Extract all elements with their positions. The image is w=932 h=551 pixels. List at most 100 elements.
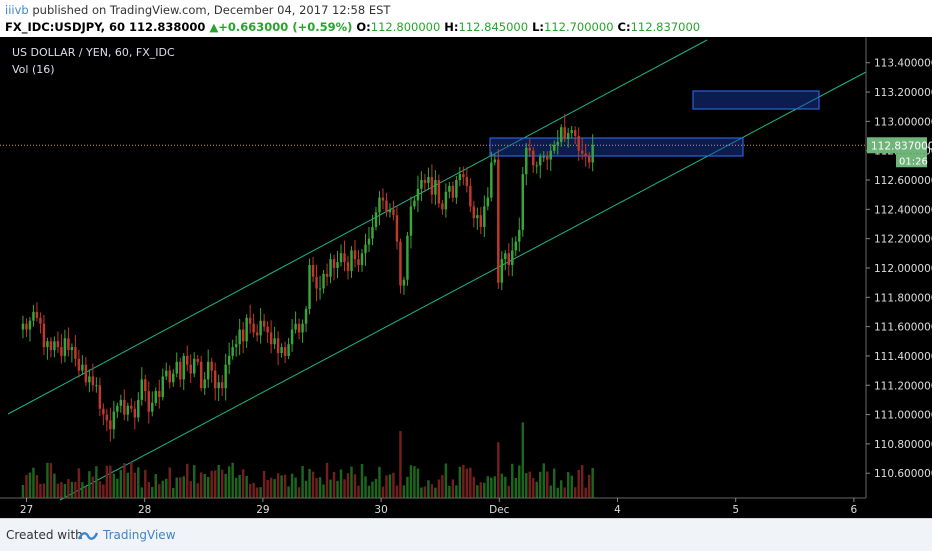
candle-body — [213, 370, 217, 389]
volume-bar — [573, 487, 577, 498]
volume-bar — [528, 471, 531, 498]
volume-bar — [371, 481, 374, 498]
volume-bar — [273, 479, 276, 498]
volume-bar — [308, 468, 311, 498]
volume-bar — [144, 469, 147, 498]
volume-bar — [266, 480, 269, 498]
volume-bar — [472, 476, 476, 498]
volume-bar — [210, 470, 213, 498]
candle-body — [437, 180, 441, 204]
volume-bar — [91, 476, 95, 498]
volume-bar — [168, 467, 171, 498]
volume-bar — [283, 474, 287, 498]
volume-bar — [53, 473, 56, 498]
y-tick-label: 112.400000 — [874, 204, 932, 216]
author-link[interactable]: iiivb — [5, 3, 29, 17]
tradingview-logo-icon[interactable] — [78, 528, 98, 542]
candle-body — [416, 188, 420, 201]
candle-body — [199, 361, 203, 389]
candle-body — [192, 358, 196, 374]
volume-bar — [448, 485, 451, 498]
volume-bar — [56, 483, 60, 498]
candle-body — [350, 250, 353, 271]
volume-bar — [151, 487, 154, 498]
candles — [21, 114, 594, 442]
candle-body — [280, 347, 283, 353]
candle-body — [98, 385, 102, 409]
candle-body — [430, 177, 434, 195]
volume-bar — [360, 464, 364, 498]
candle-body — [56, 341, 60, 348]
volume-bar — [158, 484, 161, 498]
last-price: 112.838000 — [129, 20, 206, 34]
candle-body — [294, 323, 297, 330]
volume-bar — [234, 477, 238, 498]
candle-body — [35, 311, 39, 318]
volume-bar — [580, 465, 584, 498]
support-zone-rect — [489, 137, 744, 157]
volume-bar — [329, 479, 332, 498]
low-value: 112.700000 — [544, 20, 614, 34]
candle-body — [385, 200, 388, 213]
candle-body — [287, 344, 290, 356]
volume-bar — [21, 484, 25, 498]
volume-bar — [378, 466, 381, 498]
x-tick-label: 27 — [20, 504, 33, 516]
volume-bar — [332, 471, 336, 498]
volume-bar — [451, 479, 455, 498]
candle-body — [241, 329, 245, 342]
candle-body — [165, 370, 168, 377]
volume-bar — [374, 478, 378, 498]
candle-body — [70, 347, 74, 351]
volume-bar — [137, 467, 140, 498]
tradingview-link[interactable]: TradingView — [103, 528, 176, 542]
volume-bar — [364, 476, 367, 498]
volume-bar — [116, 478, 119, 498]
candle-body — [81, 364, 84, 371]
volume-bar — [88, 471, 91, 498]
volume-bar — [262, 470, 266, 498]
candle-body — [504, 253, 507, 260]
candle-body — [42, 323, 46, 348]
volume-label: Vol (16) — [12, 63, 55, 76]
candle-body — [451, 185, 455, 198]
candle-body — [151, 402, 154, 412]
y-tick-label: 111.800000 — [874, 292, 932, 304]
volume-bar — [381, 486, 385, 498]
candle-body — [518, 229, 521, 242]
candle-body — [144, 379, 147, 392]
candle-body — [95, 385, 98, 387]
candle-body — [573, 130, 577, 137]
volume-bar — [147, 482, 151, 498]
volume-bar — [172, 487, 175, 498]
volume-bar — [63, 484, 67, 498]
volume-bar — [539, 471, 542, 498]
volume-bar — [413, 466, 416, 498]
volume-bar — [276, 473, 280, 498]
candle-body — [109, 420, 112, 430]
candle-body — [140, 379, 144, 400]
candle-body — [409, 206, 413, 236]
candle-body — [378, 197, 381, 213]
drawings[interactable] — [0, 39, 867, 501]
candle-body — [423, 180, 427, 183]
candle-body — [336, 262, 339, 268]
volume-bar — [469, 467, 472, 498]
volume-bar — [112, 473, 116, 498]
chart-area[interactable]: 113.400000113.200000113.000000112.800000… — [0, 37, 932, 518]
candle-body — [84, 364, 88, 383]
candle-body — [448, 185, 451, 192]
volume-bar — [388, 474, 392, 498]
volume-bar — [416, 468, 420, 498]
candle-body — [88, 376, 91, 383]
candle-body — [172, 373, 175, 383]
volume-bar — [500, 473, 504, 498]
candle-body — [556, 141, 559, 145]
chart-svg[interactable]: 113.400000113.200000113.000000112.800000… — [0, 37, 932, 518]
volume-bar — [546, 471, 549, 498]
candle-body — [154, 391, 157, 403]
volume-bar — [192, 465, 196, 498]
candle-body — [116, 405, 119, 412]
candle-body — [441, 203, 444, 210]
publish-header: iiivb published on TradingView.com, Dece… — [0, 0, 932, 37]
